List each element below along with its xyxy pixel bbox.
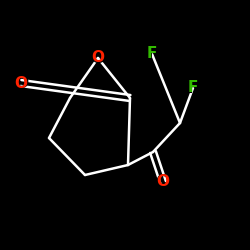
Text: O: O <box>14 74 28 92</box>
Text: F: F <box>147 46 157 62</box>
Text: O: O <box>92 50 104 66</box>
Text: F: F <box>187 79 199 97</box>
Text: O: O <box>14 76 28 90</box>
Text: F: F <box>146 45 158 63</box>
Text: O: O <box>90 49 106 67</box>
Text: O: O <box>156 174 170 190</box>
Text: O: O <box>156 173 170 191</box>
Text: F: F <box>188 80 198 96</box>
